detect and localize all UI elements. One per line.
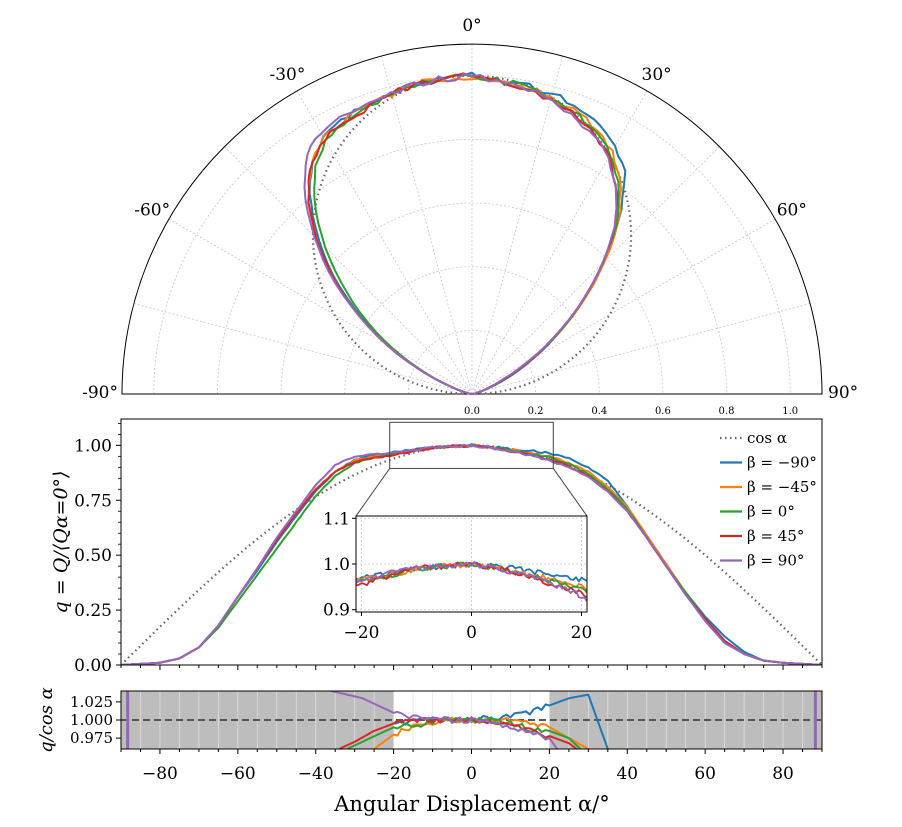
polar-r-tick-label: 0.0 (464, 406, 480, 417)
ratio-x-tick-label: 60 (694, 764, 716, 784)
legend-label: β = −45° (747, 478, 817, 496)
zoom-region-box (389, 421, 554, 469)
polar-grid-spoke (471, 146, 720, 395)
x-axis-label: Angular Displacement α/° (333, 792, 610, 816)
polar-theta-tick-label: 30° (642, 65, 672, 85)
polar-theta-tick-label: 0° (462, 16, 481, 36)
legend-label: β = 0° (747, 503, 795, 521)
polar-grid-spoke (471, 303, 811, 395)
polar-panel: -90° -60° -30° 0° 30° 60° 90° 0.0 0.2 0.4 0.6 0.8 1… (82, 16, 858, 417)
polar-series-group (303, 71, 627, 395)
polar-grid-ring (217, 139, 727, 395)
polar-grid-spoke (224, 146, 473, 395)
polar-r-tick-label: 0.4 (591, 406, 607, 417)
ratio-x-tick-label: 40 (616, 764, 638, 784)
polar-series-line (307, 72, 618, 395)
main-panel: 0.000.250.500.751.00 q = Q/⟨Qα=0°⟩ cos α… (50, 418, 823, 676)
ratio-y-axis-label: q/cos α (36, 687, 57, 753)
ratio-y-tick-label: 1.000 (70, 711, 113, 729)
polar-theta-tick-label: -30° (269, 65, 305, 85)
legend-label: β = 90° (747, 552, 804, 570)
legend-label: β = 45° (747, 527, 804, 545)
ratio-y-tick-label: 1.025 (70, 693, 113, 711)
zoom-connector-left (355, 468, 391, 517)
polar-grid-spoke (471, 218, 776, 395)
inset-series-line (356, 561, 587, 594)
inset-x-tick-label: 20 (571, 623, 593, 643)
main-ticks: 0.000.250.500.751.00 (74, 422, 823, 676)
inset-ticks: −20 0 20 0.9 1.0 1.1 (323, 509, 592, 643)
main-y-tick-label: 0.00 (74, 656, 112, 676)
polar-r-tick-label: 1.0 (782, 406, 798, 417)
polar-grid (133, 44, 811, 395)
ratio-series-group (331, 691, 609, 749)
polar-series-line (307, 77, 622, 395)
main-cos-reference-line (121, 444, 822, 665)
polar-theta-tick-label: -90° (82, 383, 118, 403)
polar-grid-spoke (381, 55, 473, 395)
polar-grid-spoke (471, 90, 648, 395)
polar-series-line (303, 73, 618, 395)
ratio-x-tick-label: −80 (142, 764, 178, 784)
main-series-group (121, 443, 822, 665)
polar-grid-ring (344, 266, 600, 395)
ratio-y-tick-label: 0.975 (70, 729, 113, 747)
polar-frame (121, 43, 823, 395)
legend-label: cos α (747, 429, 787, 447)
polar-theta-labels: -90° -60° -30° 0° 30° 60° 90° (82, 16, 858, 403)
zoom-connector-right (552, 468, 588, 517)
inset-y-tick-label: 0.9 (323, 601, 350, 621)
main-y-tick-label: 0.25 (74, 601, 112, 621)
inset-x-tick-label: 0 (466, 623, 477, 643)
ratio-x-tick-label: 0 (466, 764, 477, 784)
polar-r-labels: 0.0 0.2 0.4 0.6 0.8 1.0 (464, 406, 798, 417)
polar-r-tick-label: 0.8 (719, 406, 735, 417)
main-y-axis-label: q = Q/⟨Qα=0°⟩ (50, 471, 72, 614)
polar-grid-spoke (133, 303, 473, 395)
ratio-x-tick-label: 80 (772, 764, 794, 784)
inset-y-tick-label: 1.1 (323, 509, 350, 529)
inset-y-tick-label: 1.0 (323, 555, 350, 575)
main-y-tick-label: 1.00 (74, 436, 112, 456)
polar-theta-tick-label: -60° (134, 200, 170, 220)
ratio-series-line (346, 716, 582, 749)
polar-grid-ring (280, 202, 664, 395)
ratio-x-tick-label: −60 (220, 764, 256, 784)
polar-theta-tick-label: 60° (777, 200, 807, 220)
polar-r-tick-label: 0.2 (528, 406, 544, 417)
main-y-tick-label: 0.50 (74, 546, 112, 566)
ratio-series-line (331, 691, 559, 749)
legend: cos α β = −90° β = −45° β = 0° β = 45° β = 90… (720, 429, 817, 570)
polar-r-tick-label: 0.6 (655, 406, 671, 417)
polar-theta-tick-label: 90° (828, 383, 858, 403)
inset-x-tick-label: −20 (344, 623, 380, 643)
polar-grid-ring (153, 75, 791, 395)
inset-series-line (356, 561, 587, 602)
legend-label: β = −90° (747, 454, 817, 472)
inset-panel: −20 0 20 0.9 1.0 1.1 (323, 509, 592, 643)
inset-series-line (356, 561, 587, 599)
inset-series-group (356, 561, 587, 602)
ratio-x-tick-label: 20 (539, 764, 561, 784)
main-series-line (121, 443, 822, 665)
main-y-tick-label: 0.75 (74, 491, 112, 511)
ratio-x-tick-label: −20 (376, 764, 412, 784)
ratio-x-tick-label: −40 (298, 764, 334, 784)
